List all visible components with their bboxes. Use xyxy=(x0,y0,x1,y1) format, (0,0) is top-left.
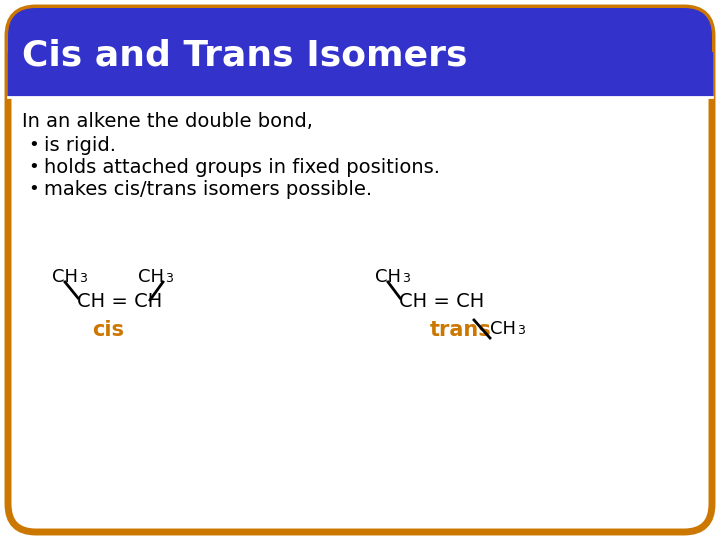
Text: trans: trans xyxy=(430,320,492,340)
Text: CH: CH xyxy=(490,320,516,338)
Text: cis: cis xyxy=(92,320,124,340)
Text: 3: 3 xyxy=(79,272,87,285)
Text: is rigid.: is rigid. xyxy=(44,136,116,155)
Text: holds attached groups in fixed positions.: holds attached groups in fixed positions… xyxy=(44,158,440,177)
Text: CH: CH xyxy=(375,268,401,286)
Text: CH: CH xyxy=(138,268,164,286)
Text: •: • xyxy=(28,136,39,154)
Text: makes cis/trans isomers possible.: makes cis/trans isomers possible. xyxy=(44,180,372,199)
FancyBboxPatch shape xyxy=(8,8,712,532)
Text: Cis and Trans Isomers: Cis and Trans Isomers xyxy=(22,38,467,72)
Text: •: • xyxy=(28,180,39,198)
Text: CH: CH xyxy=(52,268,78,286)
FancyBboxPatch shape xyxy=(8,8,712,96)
Text: •: • xyxy=(28,158,39,176)
Text: 3: 3 xyxy=(517,324,525,337)
Bar xyxy=(8,52,712,96)
Text: 3: 3 xyxy=(165,272,173,285)
Text: CH = CH: CH = CH xyxy=(399,292,485,311)
Text: 3: 3 xyxy=(402,272,410,285)
Text: In an alkene the double bond,: In an alkene the double bond, xyxy=(22,112,313,131)
Text: CH = CH: CH = CH xyxy=(77,292,162,311)
